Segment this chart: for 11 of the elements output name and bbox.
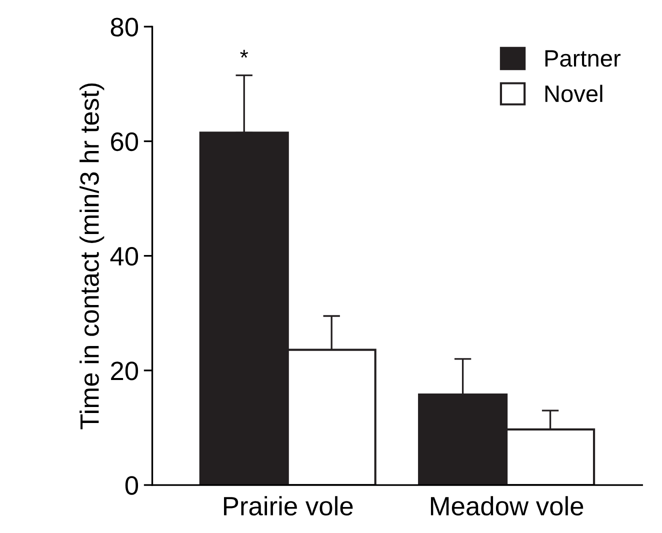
y-tick-label: 0 <box>125 476 138 495</box>
annotation: * <box>240 50 248 58</box>
y-axis-title: Time in contact (min/3 hr test) <box>80 83 104 430</box>
y-tick-label: 60 <box>111 132 138 152</box>
y-tick-label: 20 <box>111 362 138 380</box>
x-tick-label: Meadow vole <box>430 496 584 516</box>
legend-label: Partner <box>545 50 621 67</box>
y-tick-label: 80 <box>110 18 138 36</box>
x-tick-label: Prairie vole <box>224 496 353 516</box>
legend-label: Novel <box>545 84 602 102</box>
y-tick-label: 40 <box>110 246 138 266</box>
